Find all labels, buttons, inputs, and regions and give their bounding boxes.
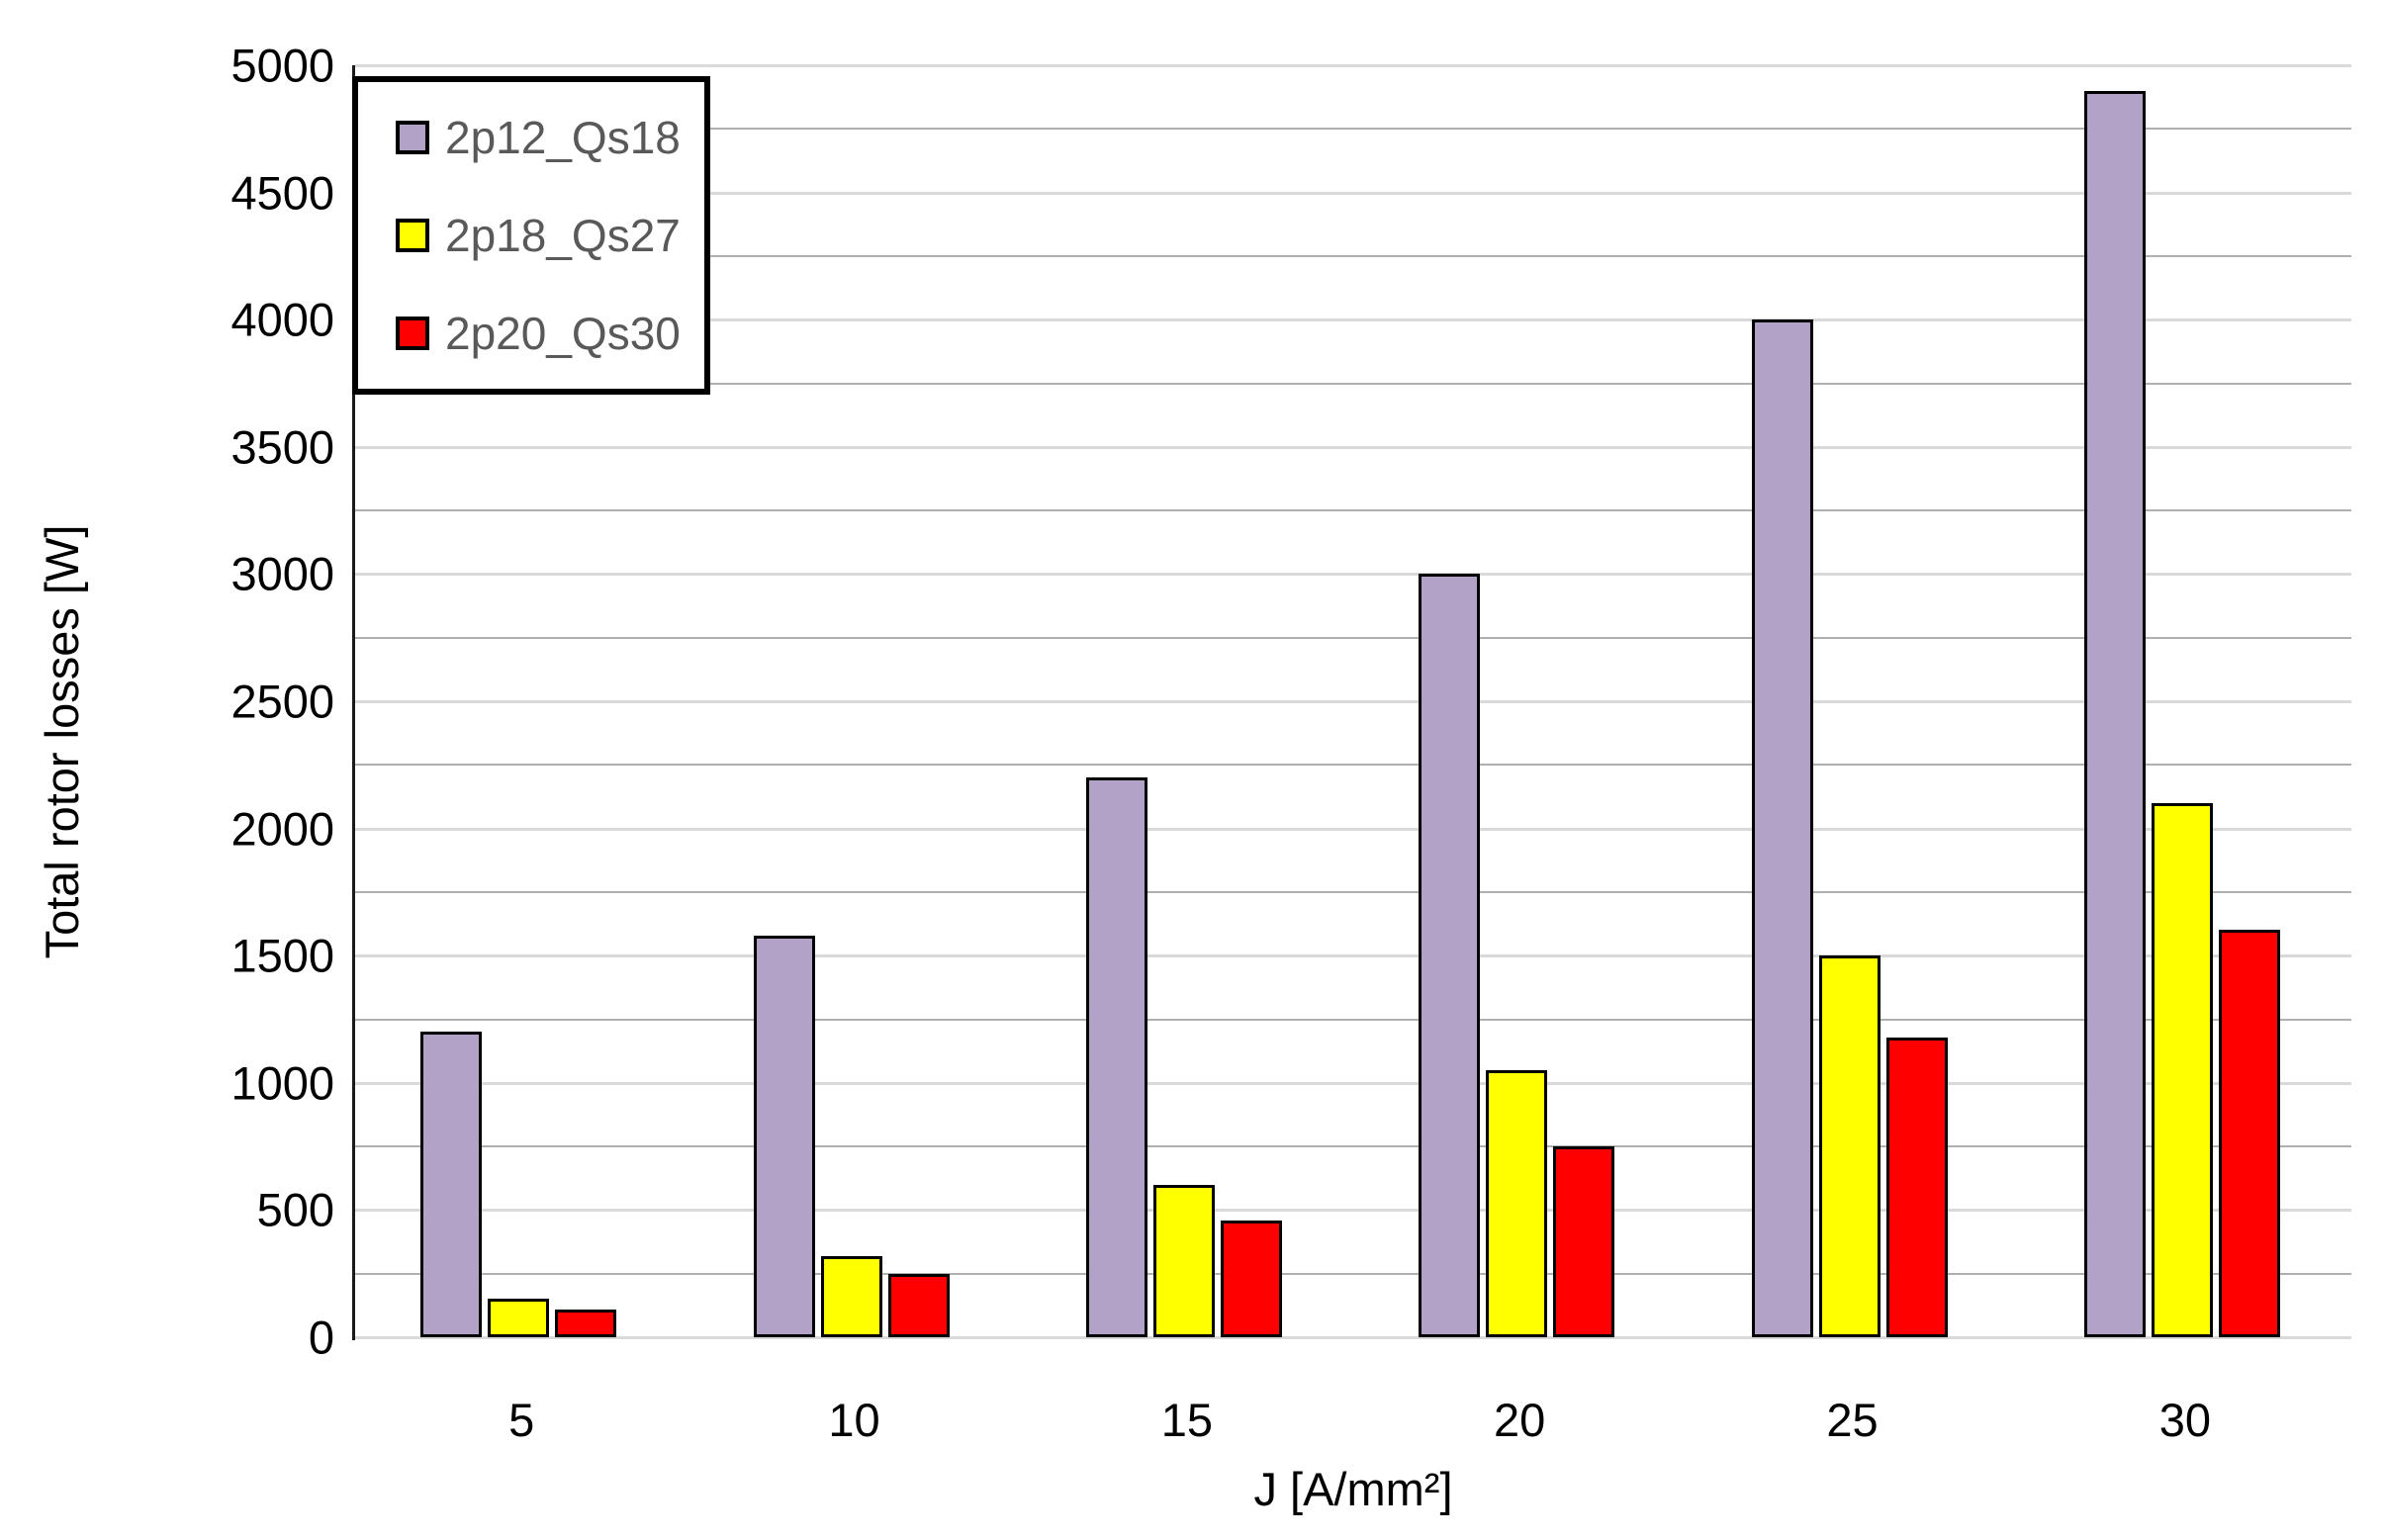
y-tick-label-1500: 1500: [230, 929, 334, 982]
y-tick-label-2000: 2000: [230, 802, 334, 856]
bar-2p12_Qs18-J15: [1085, 777, 1147, 1337]
legend-label: 2p12_Qs18: [445, 111, 681, 163]
gridline-3000: [355, 573, 2351, 577]
plot-area: [355, 64, 2351, 1339]
gridline-1500: [355, 954, 2351, 958]
bar-2p12_Qs18-J30: [2083, 90, 2146, 1337]
gridline-2250: [355, 764, 2351, 767]
y-tick-label-3000: 3000: [230, 547, 334, 600]
x-tick-label-25: 25: [1826, 1394, 1879, 1446]
gridline-1750: [355, 890, 2351, 893]
bar-2p20_Qs30-J15: [1220, 1220, 1282, 1337]
y-tick-label-1000: 1000: [230, 1056, 334, 1110]
y-axis-line: [352, 65, 355, 1340]
gridline-3750: [355, 382, 2351, 385]
x-axis-title: J [A/mm²]: [1253, 1463, 1453, 1515]
y-axis-title: Total rotor losses [W]: [36, 524, 88, 959]
gridline-500: [355, 1209, 2351, 1213]
legend-item-2p18_Qs27: 2p18_Qs27: [396, 209, 704, 262]
bar-2p20_Qs30-J10: [887, 1273, 950, 1337]
y-tick-label-4500: 4500: [230, 166, 334, 220]
legend-swatch-2p18_Qs27: [396, 218, 429, 252]
legend-swatch-2p20_Qs30: [396, 317, 429, 351]
y-tick-label-2500: 2500: [230, 675, 334, 728]
bar-2p20_Qs30-J5: [555, 1309, 617, 1337]
gridline-1250: [355, 1018, 2351, 1021]
bar-2p20_Qs30-J25: [1885, 1037, 1948, 1337]
x-tick-label-15: 15: [1160, 1394, 1213, 1446]
gridline-3250: [355, 509, 2351, 512]
bar-2p12_Qs18-J20: [1419, 574, 1481, 1337]
legend-swatch-2p12_Qs18: [396, 120, 429, 154]
gridline-750: [355, 1145, 2351, 1148]
y-tick-label-0: 0: [308, 1311, 334, 1364]
bar-2p18_Qs27-J30: [2151, 802, 2213, 1337]
gridline-4750: [355, 128, 2351, 131]
bar-2p20_Qs30-J30: [2218, 930, 2280, 1337]
y-tick-label-500: 500: [256, 1183, 334, 1236]
gridline-0: [355, 1336, 2351, 1339]
x-tick-label-20: 20: [1494, 1394, 1546, 1446]
gridline-2750: [355, 636, 2351, 639]
legend: 2p12_Qs18 2p18_Qs27 2p20_Qs30: [352, 76, 710, 395]
gridline-2000: [355, 827, 2351, 831]
gridline-4000: [355, 318, 2351, 322]
gridline-3500: [355, 445, 2351, 449]
gridline-2500: [355, 700, 2351, 703]
bar-2p18_Qs27-J20: [1486, 1069, 1548, 1337]
x-tick-label-30: 30: [2158, 1394, 2211, 1446]
bar-2p18_Qs27-J10: [820, 1255, 882, 1337]
bar-2p18_Qs27-J5: [488, 1299, 550, 1337]
legend-item-2p12_Qs18: 2p12_Qs18: [396, 111, 704, 164]
bar-2p12_Qs18-J25: [1751, 319, 1813, 1337]
x-tick-label-5: 5: [508, 1394, 535, 1446]
y-tick-label-4000: 4000: [230, 293, 334, 346]
bar-2p18_Qs27-J25: [1818, 955, 1880, 1337]
bar-2p18_Qs27-J15: [1152, 1184, 1215, 1337]
gridline-4250: [355, 254, 2351, 257]
gridline-1000: [355, 1081, 2351, 1085]
x-tick-label-10: 10: [828, 1394, 880, 1446]
gridline-5000: [355, 64, 2351, 67]
gridline-4500: [355, 191, 2351, 195]
bar-2p20_Qs30-J20: [1553, 1146, 1615, 1337]
y-tick-label-3500: 3500: [230, 420, 334, 474]
legend-label: 2p20_Qs30: [445, 308, 681, 360]
legend-label: 2p18_Qs27: [445, 209, 681, 261]
bar-2p12_Qs18-J10: [753, 935, 815, 1337]
gridline-250: [355, 1272, 2351, 1275]
bar-2p12_Qs18-J5: [420, 1032, 483, 1337]
legend-item-2p20_Qs30: 2p20_Qs30: [396, 307, 704, 360]
y-tick-label-5000: 5000: [230, 39, 334, 92]
